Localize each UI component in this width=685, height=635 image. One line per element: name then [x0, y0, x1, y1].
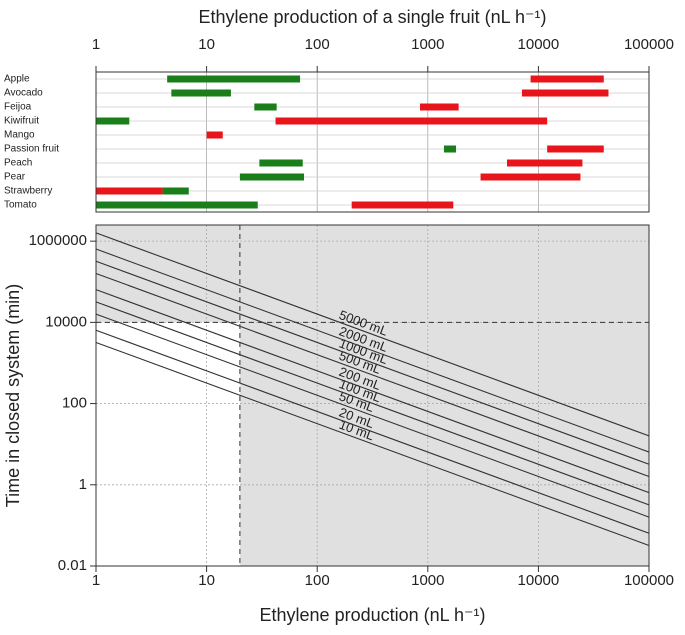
line	[95, 260, 650, 465]
x-tick-label: 1000	[411, 572, 444, 589]
category-label: Strawberry	[4, 186, 52, 197]
category-label: Pear	[4, 172, 26, 183]
line	[95, 232, 650, 437]
range-bar	[419, 103, 459, 111]
x-tick-label: 1	[92, 572, 100, 589]
x-tick-label: 10000	[518, 36, 560, 53]
category-label: Apple	[4, 74, 30, 85]
range-bar	[547, 145, 604, 153]
range-bar	[96, 187, 163, 195]
x-tick-label: 1000	[411, 36, 444, 53]
y-axis-label: Time in closed system (min)	[3, 284, 23, 507]
x-tick-label: 10000	[518, 572, 560, 589]
y-tick-label: 1000000	[29, 232, 87, 249]
range-bar	[206, 131, 223, 139]
range-bar	[351, 201, 454, 209]
category-label: Tomato	[4, 200, 37, 211]
range-bar	[530, 75, 604, 83]
x-axis-label: Ethylene production (nL h⁻¹)	[260, 605, 486, 625]
range-bar	[521, 89, 609, 97]
x-tick-label: 100	[305, 36, 330, 53]
range-bar	[167, 75, 301, 83]
x-tick-label: 100000	[624, 36, 674, 53]
range-bar	[506, 159, 583, 167]
line	[95, 248, 650, 453]
category-label: Mango	[4, 130, 35, 141]
x-tick-label: 10	[198, 36, 215, 53]
category-label: Peach	[4, 158, 32, 169]
x-tick-label: 10	[198, 572, 215, 589]
range-bar	[96, 117, 130, 125]
line	[95, 301, 650, 506]
category-label: Kiwifruit	[4, 116, 39, 127]
category-label: Passion fruit	[4, 144, 59, 155]
line	[95, 329, 650, 534]
range-bar	[254, 103, 277, 111]
plot-frame	[95, 224, 650, 567]
range-bar	[443, 145, 457, 153]
unshaded-region	[96, 322, 240, 566]
x-tick-label: 100000	[624, 572, 674, 589]
line	[95, 272, 650, 478]
range-bar	[162, 187, 189, 195]
x-tick-label: 1	[92, 36, 100, 53]
y-tick-label: 10000	[45, 313, 87, 330]
y-tick-label: 0.01	[58, 557, 87, 574]
category-label: Avocado	[4, 88, 43, 99]
range-bar	[275, 117, 548, 125]
line	[95, 289, 650, 494]
line	[95, 341, 650, 547]
range-bar	[239, 173, 305, 181]
y-tick-label: 100	[62, 395, 87, 412]
plot-frame	[95, 71, 650, 213]
y-tick-label: 1	[79, 476, 87, 493]
range-bar	[96, 201, 258, 209]
range-bar	[171, 89, 231, 97]
range-bar	[480, 173, 581, 181]
range-bar	[259, 159, 303, 167]
x-axis-label: Ethylene production of a single fruit (n…	[198, 7, 546, 27]
line	[95, 313, 650, 518]
category-label: Feijoa	[4, 102, 32, 113]
x-tick-label: 100	[305, 572, 330, 589]
